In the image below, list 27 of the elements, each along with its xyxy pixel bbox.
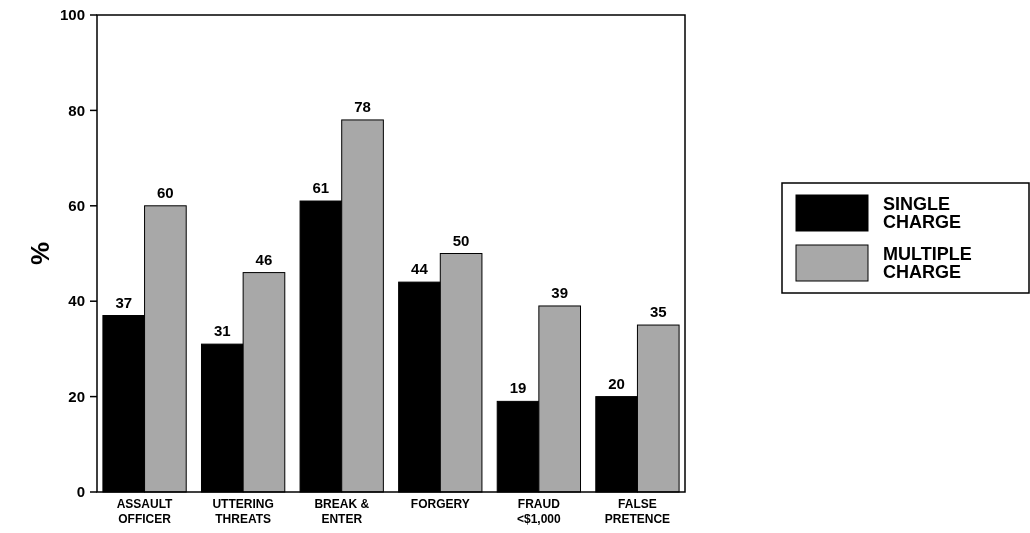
x-tick-label: UTTERING THREATS [212,497,274,526]
data-label: 61 [312,179,330,197]
data-label: 78 [354,97,371,115]
x-tick-label: FORGERY [410,497,470,511]
y-axis-title: % [25,241,56,266]
y-tick-label: 0 [76,483,85,501]
y-tick-label: 20 [68,387,85,405]
data-label: 37 [115,293,133,311]
data-label: 39 [551,283,569,301]
data-label: 35 [649,303,667,321]
x-tick-label: BREAK & ENTER [314,497,370,526]
y-tick-label: 60 [68,197,85,215]
data-label: 60 [157,183,174,201]
x-tick-label: FALSE PRETENCE [604,497,671,526]
legend-label: MULTIPLE CHARGE [883,244,972,282]
legend-label: SINGLE CHARGE [883,194,962,232]
y-tick-label: 40 [68,292,85,310]
data-label: 20 [608,374,625,392]
data-label: 46 [255,250,273,268]
x-tick-label: ASSAULT OFFICER [116,497,174,526]
data-label: 44 [411,260,429,278]
y-tick-label: 80 [68,101,85,119]
data-label: 50 [452,231,470,249]
x-tick-label: FRAUD <$1,000 [517,497,562,526]
y-tick-label: 100 [59,6,85,24]
data-label: 31 [213,322,231,340]
data-label: 19 [509,379,527,397]
